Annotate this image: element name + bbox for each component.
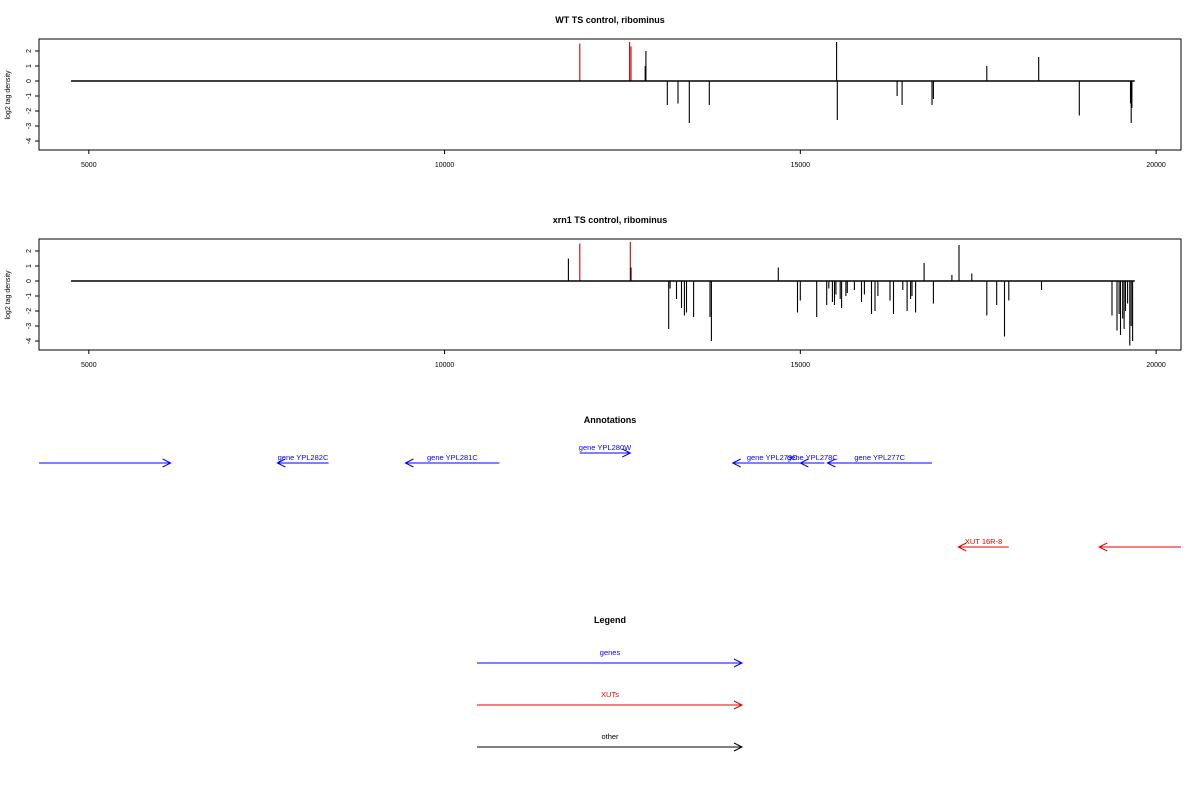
xrn1-bars [71,242,1135,346]
xrn1-y-tick-label: 0 [26,279,33,283]
xrn1-plot-frame [38,238,1182,351]
annotation-feature: gene YPL278C [787,453,838,468]
legend-title: Legend [594,615,626,625]
annotation-arrowhead [957,542,967,552]
xrn1-track-panel: xrn1 TS control, ribominus log2 tag dens… [5,215,1182,369]
annotation-arrowhead [276,458,286,468]
annotation-feature: gene YPL281C [404,453,500,468]
annotation-feature: XUT 16R-8 [957,537,1009,552]
wt-y-tick-label: 1 [26,64,33,68]
wt-bars [71,42,1135,123]
annotation-features: gene YPL282C gene YPL281C gene YPL280W gene… [39,443,1181,552]
wt-y-tick-label: -3 [26,123,33,129]
annotation-feature-label: gene YPL280W [579,443,632,452]
legend-items: genes XUTs other [477,648,744,752]
annotation-feature: gene YPL277C [826,453,932,468]
annotation-feature-label: gene YPL282C [278,453,329,462]
legend-item-arrowhead [733,700,744,710]
xrn1-x-tick-label: 15000 [791,362,811,369]
annotation-feature-label: gene YPL277C [854,453,905,462]
annotation-arrowhead [1098,542,1108,552]
legend-item-label: genes [600,648,621,657]
legend-item-label: XUTs [601,690,619,699]
annotation-arrowhead [731,458,741,468]
wt-y-tick-label: 0 [26,79,33,83]
xrn1-x-tick-label: 20000 [1146,362,1166,369]
wt-track-panel: WT TS control, ribominus log2 tag densit… [5,15,1182,169]
xrn1-x-tick-label: 10000 [435,362,455,369]
wt-y-tick-label: -4 [26,138,33,144]
xrn1-y-tick-label: -2 [26,308,33,314]
annotation-arrowhead [799,458,809,468]
xrn1-y-axis-label: log2 tag density [5,270,12,320]
wt-x-tick-label: 15000 [791,162,811,169]
wt-y-tick-label: -1 [26,93,33,99]
annotations-title: Annotations [584,415,637,425]
wt-x-tick-label: 10000 [435,162,455,169]
legend-item-label: other [601,732,619,741]
annotation-arrowhead [162,458,172,468]
xrn1-y-tick-label: -1 [26,293,33,299]
xrn1-axes: 5000 10000 15000 20000 -4 -3 -2 -1 0 1 2 [26,249,1166,369]
legend-panel: Legend genes XUTs other [477,615,744,752]
wt-x-tick-label: 5000 [81,162,97,169]
annotation-feature [39,458,172,468]
wt-axes: 5000 10000 15000 20000 -4 -3 -2 -1 0 1 2 [26,49,1166,169]
wt-track-title: WT TS control, ribominus [555,15,665,25]
wt-y-tick-label: 2 [26,49,33,53]
annotation-arrowhead [622,448,632,458]
wt-plot-frame [38,38,1182,151]
xrn1-y-tick-label: -4 [26,338,33,344]
annotation-feature-label: gene YPL281C [427,453,478,462]
xrn1-track-title: xrn1 TS control, ribominus [553,215,668,225]
annotation-arrowhead [404,458,414,468]
annotation-arrowhead [826,458,836,468]
annotation-feature [1098,542,1181,552]
xrn1-y-tick-label: -3 [26,323,33,329]
legend-item-arrowhead [733,742,744,752]
annotations-panel: Annotations gene YPL282C gene YPL281Cgene… [39,415,1181,552]
annotation-feature-label: gene YPL279C [747,453,798,462]
annotation-feature-label: XUT 16R-8 [965,537,1002,546]
legend-item-arrowhead [733,658,744,668]
wt-x-tick-label: 20000 [1146,162,1166,169]
annotation-feature: gene YPL282C [276,453,329,468]
annotation-feature: gene YPL279C [731,453,812,468]
legend-item: other [477,732,744,752]
wt-y-tick-label: -2 [26,108,33,114]
wt-y-axis-label: log2 tag density [5,70,12,120]
xrn1-y-tick-label: 1 [26,264,33,268]
annotation-feature: gene YPL280W [579,443,632,458]
annotation-feature-label: gene YPL278C [787,453,838,462]
legend-item: genes [477,648,744,668]
xrn1-y-tick-label: 2 [26,249,33,253]
xrn1-x-tick-label: 5000 [81,362,97,369]
legend-item: XUTs [477,690,744,710]
